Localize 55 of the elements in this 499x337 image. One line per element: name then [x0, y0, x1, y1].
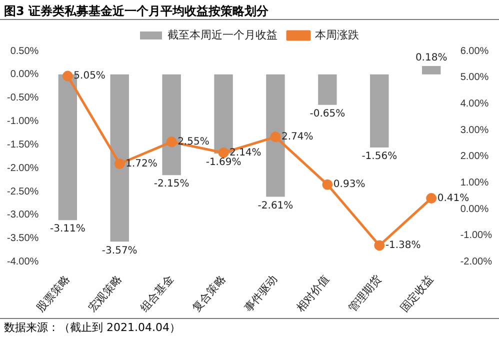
data-label: 2.74%	[281, 132, 314, 142]
y2-tick-label: 1.00%	[460, 178, 489, 189]
x-tick-label: 事件驱动	[242, 272, 280, 315]
y-tick-label: -1.00%	[6, 116, 39, 128]
y-tick-label: -2.50%	[6, 186, 39, 198]
data-label: 0.93%	[333, 179, 366, 190]
data-label: -1.56%	[362, 151, 398, 162]
point	[166, 136, 177, 148]
point	[62, 70, 73, 82]
y2-tick-label: -1.00%	[460, 230, 492, 242]
data-label: 0.18%	[415, 52, 448, 64]
x-tick-label: 相对价值	[294, 272, 332, 315]
data-label: -3.11%	[50, 224, 86, 235]
point	[426, 193, 437, 204]
data-label: 2.55%	[178, 136, 210, 148]
point	[114, 158, 125, 170]
y2-tick-label: 5.00%	[460, 72, 489, 84]
x-tick-label: 组合基金	[138, 272, 176, 315]
y-tick-label: -2.00%	[6, 162, 39, 174]
data-label: 0.41%	[437, 192, 470, 204]
y2-tick-label: 3.00%	[460, 124, 489, 136]
y2-tick-label: -2.00%	[460, 256, 492, 268]
y-tick-label: -3.00%	[6, 210, 39, 221]
x-tick-label: 复合策略	[190, 272, 228, 315]
data-label: 1.72%	[126, 158, 158, 170]
chart-title: 图3 证券类私募基金近一个月平均收益按策略划分	[0, 0, 499, 20]
legend-label: 本周涨跌	[315, 28, 359, 42]
x-tick-label: 股票策略	[34, 273, 72, 315]
y-tick-label: -4.00%	[6, 256, 39, 268]
y-tick-label: 0.50%	[10, 46, 39, 57]
data-label: 2.14%	[230, 147, 262, 158]
y-tick-label: -3.50%	[6, 233, 39, 244]
data-label: -2.61%	[258, 200, 294, 212]
x-tick-label: 管理期货	[346, 273, 384, 315]
y2-tick-label: 4.00%	[460, 98, 489, 110]
data-label: -1.38%	[385, 240, 421, 252]
y2-tick-label: 6.00%	[460, 46, 489, 57]
data-label: -3.57%	[102, 245, 138, 256]
y2-tick-label: 2.00%	[460, 151, 489, 162]
point	[218, 147, 229, 158]
point	[270, 132, 281, 142]
y-tick-label: -1.50%	[6, 139, 39, 150]
y-tick-label: -0.50%	[6, 92, 39, 104]
x-tick-label: 宏观策略	[86, 272, 124, 315]
y2-tick-label: 0.00%	[460, 204, 489, 215]
data-label: 5.05%	[74, 70, 106, 82]
legend-label: 截至本周近一个月收益	[168, 28, 278, 42]
y-tick-label: 0.00%	[10, 69, 39, 80]
x-tick-label: 固定收益	[398, 272, 436, 315]
point	[374, 240, 385, 251]
data-label: -1.69%	[206, 157, 242, 168]
data-label: -2.15%	[154, 178, 190, 190]
source-note: 数据来源：（截止到 2021.04.04）	[0, 318, 499, 336]
point	[322, 179, 333, 190]
data-label: -0.65%	[310, 108, 346, 120]
